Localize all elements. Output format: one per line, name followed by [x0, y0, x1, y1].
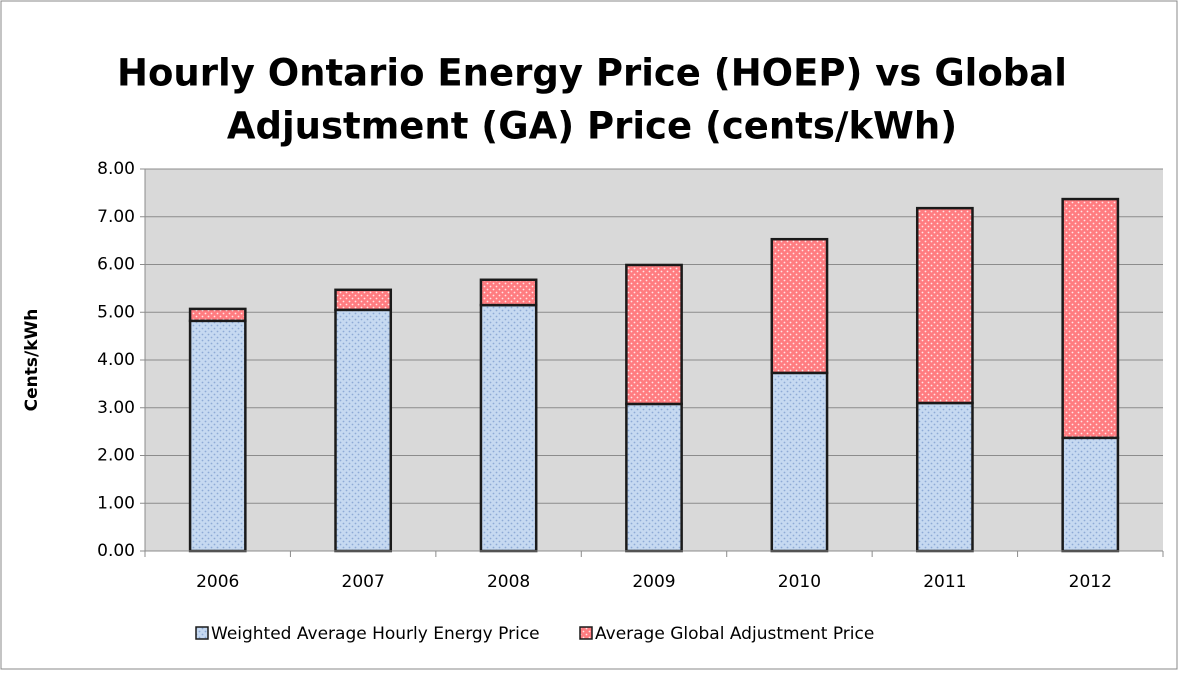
y-tick-label: 4.00: [97, 350, 135, 370]
legend-label: Weighted Average Hourly Energy Price: [211, 624, 540, 644]
bar-segment: [770, 371, 829, 553]
bar-segment: [188, 319, 247, 553]
y-tick-label: 3.00: [97, 398, 135, 418]
legend-swatch: [195, 626, 209, 640]
y-tick-label: 2.00: [97, 446, 135, 466]
chart-title: Hourly Ontario Energy Price (HOEP) vs Gl…: [117, 52, 1067, 95]
x-tick-label: 2009: [632, 572, 675, 592]
bar-segment: [625, 402, 683, 553]
bar-segment: [1061, 436, 1120, 553]
bar-segment: [334, 288, 393, 312]
y-tick-label: 6.00: [97, 255, 135, 275]
legend-swatch: [579, 626, 593, 640]
bar-segment: [625, 263, 683, 406]
x-tick-label: 2008: [487, 572, 530, 592]
bar-segment: [188, 307, 247, 323]
y-tick-label: 7.00: [97, 207, 135, 227]
y-tick-label: 0.00: [97, 541, 135, 561]
y-tick-label: 5.00: [97, 302, 135, 322]
chart-title: Adjustment (GA) Price (cents/kWh): [227, 105, 957, 148]
bar-segment: [479, 278, 538, 307]
bar-segment: [1061, 197, 1120, 440]
y-axis-label: Cents/kWh: [22, 309, 42, 412]
x-tick-label: 2012: [1069, 572, 1112, 592]
legend-label: Average Global Adjustment Price: [595, 624, 874, 644]
bar-segment: [915, 401, 974, 553]
bar-segment: [479, 303, 538, 553]
y-tick-label: 8.00: [97, 159, 135, 179]
x-tick-label: 2006: [196, 572, 239, 592]
x-tick-label: 2007: [342, 572, 385, 592]
x-tick-label: 2010: [778, 572, 821, 592]
bar-segment: [334, 308, 393, 553]
y-tick-label: 1.00: [97, 493, 135, 513]
bar-segment: [915, 206, 974, 405]
x-tick-label: 2011: [923, 572, 966, 592]
bar-segment: [770, 237, 829, 375]
